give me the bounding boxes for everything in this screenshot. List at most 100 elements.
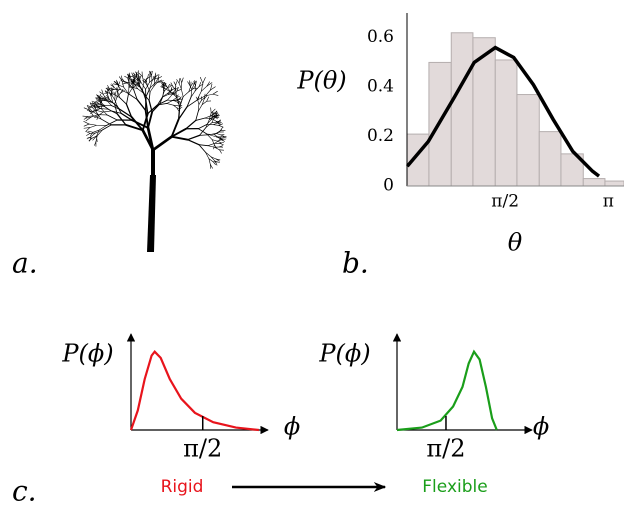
branch bbox=[101, 108, 108, 116]
branch bbox=[89, 109, 94, 117]
branch bbox=[127, 74, 130, 80]
flexible-label: Flexible bbox=[422, 477, 487, 497]
branch bbox=[190, 90, 196, 98]
branch bbox=[110, 95, 114, 104]
branch bbox=[176, 87, 179, 92]
branch bbox=[105, 96, 109, 99]
branch bbox=[106, 114, 118, 121]
branch bbox=[85, 116, 92, 122]
branch bbox=[115, 87, 118, 92]
branch bbox=[106, 119, 118, 126]
branch bbox=[161, 94, 169, 98]
branch bbox=[213, 122, 219, 125]
branch bbox=[89, 132, 94, 137]
branch bbox=[128, 87, 133, 95]
branch bbox=[99, 100, 102, 105]
branch bbox=[145, 81, 150, 90]
branch bbox=[210, 164, 213, 169]
branch bbox=[207, 145, 215, 148]
branch bbox=[96, 129, 100, 137]
y-tick-label: 0 bbox=[383, 176, 394, 196]
branch bbox=[190, 82, 194, 87]
branch bbox=[128, 82, 133, 88]
branch bbox=[215, 158, 221, 161]
branch bbox=[186, 96, 192, 108]
branch bbox=[138, 75, 142, 83]
branch bbox=[90, 132, 96, 138]
branch bbox=[198, 144, 209, 147]
branch bbox=[196, 95, 206, 101]
branch bbox=[205, 89, 211, 97]
branch bbox=[198, 128, 208, 135]
branch bbox=[214, 144, 217, 149]
branch bbox=[95, 102, 102, 105]
branch bbox=[167, 84, 170, 88]
branch bbox=[218, 128, 223, 133]
branch bbox=[167, 86, 171, 88]
y-axis-title: P(θ) bbox=[296, 67, 346, 95]
branch bbox=[172, 93, 178, 96]
branch bbox=[217, 140, 222, 144]
branch bbox=[219, 145, 224, 148]
branch bbox=[136, 82, 142, 85]
branch bbox=[95, 129, 103, 134]
branch bbox=[95, 99, 100, 102]
branch bbox=[99, 98, 102, 105]
branch bbox=[145, 99, 149, 115]
branch bbox=[170, 82, 173, 87]
branch bbox=[96, 110, 104, 113]
branch bbox=[149, 82, 156, 88]
branch bbox=[178, 96, 182, 100]
branch bbox=[201, 85, 208, 92]
x-tick-label: π bbox=[603, 192, 614, 212]
branch bbox=[95, 135, 98, 142]
branch bbox=[113, 91, 116, 96]
branch bbox=[91, 102, 97, 105]
branch bbox=[218, 123, 223, 126]
branch bbox=[101, 104, 109, 110]
branch bbox=[86, 104, 90, 111]
branch bbox=[185, 119, 197, 130]
y-axis-title: P(ϕ) bbox=[318, 340, 370, 368]
branch bbox=[111, 87, 114, 92]
branch bbox=[201, 100, 208, 105]
branch bbox=[219, 143, 224, 146]
branch bbox=[215, 114, 220, 117]
distribution-curve bbox=[396, 349, 498, 432]
tree-illustration bbox=[82, 70, 227, 252]
branch bbox=[221, 138, 225, 142]
branch bbox=[172, 92, 177, 95]
branch bbox=[116, 113, 127, 126]
branch bbox=[138, 72, 143, 77]
branch bbox=[190, 89, 193, 98]
branch bbox=[187, 139, 200, 146]
branch bbox=[217, 139, 222, 142]
branch bbox=[107, 93, 110, 100]
branch bbox=[166, 103, 174, 106]
branch bbox=[214, 160, 218, 166]
x-tick-label: π/2 bbox=[183, 435, 222, 463]
histogram-bar bbox=[516, 94, 540, 187]
branch bbox=[188, 86, 191, 93]
branch bbox=[101, 124, 112, 131]
branch bbox=[95, 97, 100, 101]
branch bbox=[83, 127, 91, 129]
distribution-curve bbox=[129, 350, 260, 432]
branch bbox=[176, 107, 182, 109]
branch bbox=[100, 95, 105, 99]
branch bbox=[137, 75, 140, 81]
x-tick-label: π/2 bbox=[491, 192, 519, 212]
branch bbox=[137, 75, 141, 80]
branch bbox=[198, 82, 202, 87]
branch bbox=[109, 99, 115, 105]
histogram-bar bbox=[450, 32, 474, 187]
branch bbox=[166, 100, 173, 104]
branch bbox=[143, 78, 148, 83]
branch bbox=[154, 74, 159, 78]
branch bbox=[219, 142, 225, 144]
branch bbox=[87, 115, 94, 117]
branch bbox=[176, 107, 180, 112]
branch bbox=[181, 77, 184, 83]
branch bbox=[99, 105, 106, 107]
